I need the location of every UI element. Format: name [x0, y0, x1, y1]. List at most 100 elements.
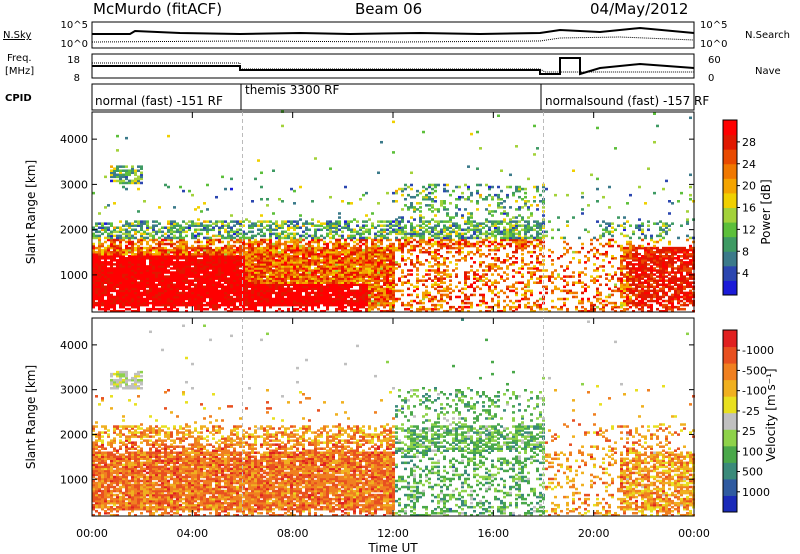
power-cell: [497, 204, 500, 207]
power-cell: [152, 228, 155, 232]
power-cell: [146, 236, 149, 240]
power-cell: [173, 206, 176, 209]
power-cell: [221, 297, 224, 301]
power-cell: [242, 246, 245, 250]
power-cell: [110, 267, 113, 270]
power-cell: [356, 293, 359, 297]
power-cell: [224, 301, 227, 305]
power-cell: [113, 257, 116, 260]
power-cell: [143, 259, 146, 262]
power-cell: [287, 285, 290, 289]
power-cell: [302, 244, 305, 248]
power-cell: [515, 224, 518, 227]
power-cell: [275, 267, 278, 270]
power-cell: [296, 271, 299, 274]
power-cell: [92, 269, 95, 272]
power-cell: [275, 222, 278, 225]
power-cell: [137, 165, 140, 168]
power-cell: [482, 293, 485, 297]
power-cell: [443, 257, 446, 260]
power-cell: [185, 269, 188, 272]
power-cell: [284, 267, 287, 270]
power-cell: [284, 252, 287, 256]
power-cell: [122, 287, 125, 291]
power-cell: [305, 293, 308, 297]
power-cell: [308, 234, 311, 238]
power-cell: [344, 283, 347, 287]
power-cell: [203, 236, 206, 240]
power-cell: [383, 248, 386, 252]
power-cell: [275, 242, 278, 246]
power-cell: [296, 295, 299, 299]
power-cell: [215, 271, 218, 274]
power-cell: [377, 171, 380, 175]
power-cell: [335, 248, 338, 252]
power-cell: [416, 240, 419, 244]
power-cell: [149, 309, 152, 313]
power-cell: [233, 281, 236, 284]
power-cell: [476, 273, 479, 276]
power-cell: [131, 248, 134, 252]
power-cell: [164, 267, 167, 270]
power-cell: [314, 240, 317, 244]
power-cell: [269, 267, 272, 270]
power-cell: [440, 277, 443, 280]
power-cell: [521, 259, 524, 262]
power-cell: [461, 250, 464, 254]
power-cell: [95, 277, 98, 280]
power-cell: [263, 257, 266, 260]
power-cell: [458, 281, 461, 284]
power-cell: [296, 250, 299, 254]
power-cell: [200, 269, 203, 272]
power-cell: [137, 240, 140, 244]
power-cell: [353, 240, 356, 244]
power-cell: [299, 244, 302, 248]
power-cell: [494, 244, 497, 248]
power-cell: [362, 271, 365, 274]
power-cell: [341, 226, 344, 230]
power-cell: [398, 224, 401, 227]
power-cell: [371, 295, 374, 299]
power-cell: [128, 232, 131, 236]
power-cell: [128, 224, 131, 227]
power-cell: [311, 222, 314, 225]
power-cell: [419, 242, 422, 246]
power-cell: [362, 254, 365, 258]
power-cell: [257, 271, 260, 274]
power-cell: [290, 297, 293, 301]
power-cell: [113, 226, 116, 230]
power-cell: [239, 269, 242, 272]
power-cell: [296, 281, 299, 284]
power-cell: [383, 267, 386, 270]
power-cell: [368, 289, 371, 293]
power-cell: [359, 293, 362, 297]
power-cell: [167, 242, 170, 246]
power-cell: [113, 234, 116, 238]
power-cell: [110, 254, 113, 258]
power-cell: [242, 301, 245, 305]
power-cell: [422, 234, 425, 238]
power-cell: [188, 291, 191, 295]
power-cell: [188, 285, 191, 289]
power-cell: [455, 307, 458, 311]
power-cell: [122, 297, 125, 301]
power-cell: [461, 195, 464, 199]
power-cell: [398, 228, 401, 232]
power-cell: [254, 271, 257, 274]
power-cell: [302, 238, 305, 242]
power-cell: [413, 289, 416, 293]
power-cell: [392, 261, 395, 264]
power-cell: [458, 259, 461, 262]
power-cell: [482, 273, 485, 276]
power-cell: [389, 250, 392, 254]
power-cell: [122, 309, 125, 313]
power-cell: [200, 263, 203, 266]
power-cell: [497, 265, 500, 268]
power-cell: [512, 269, 515, 272]
power-cell: [443, 236, 446, 240]
power-cell: [308, 299, 311, 303]
power-cell: [341, 230, 344, 234]
power-cell: [431, 299, 434, 303]
power-cell: [401, 259, 404, 262]
power-cell: [227, 273, 230, 276]
